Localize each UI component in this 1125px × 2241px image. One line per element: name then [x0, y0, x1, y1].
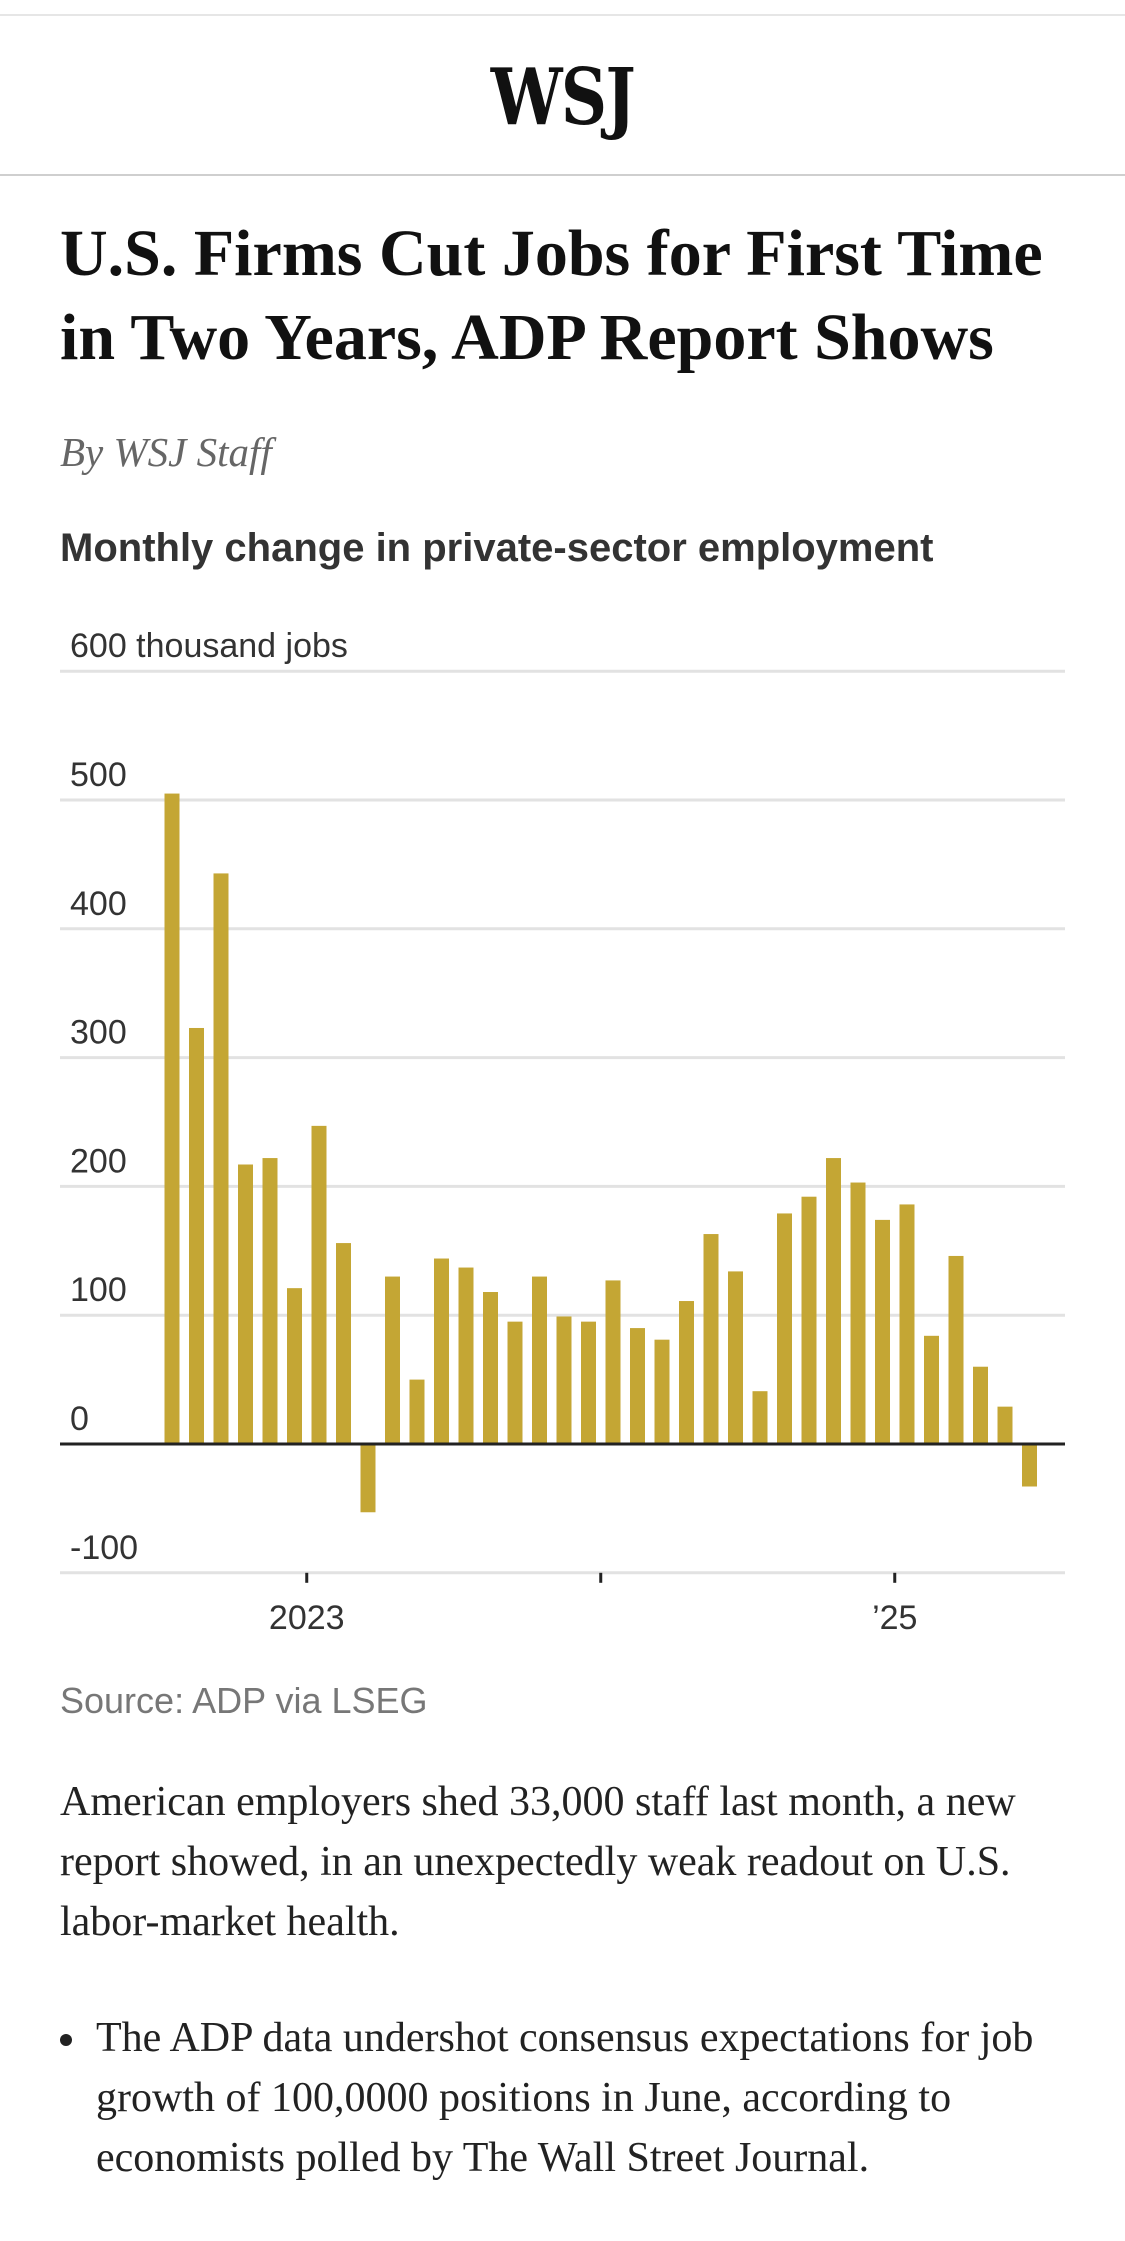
- bar: [997, 1406, 1013, 1444]
- y-tick-label: -100: [70, 1529, 138, 1567]
- x-tick-label: ’25: [872, 1599, 917, 1637]
- top-rule: [0, 14, 1125, 16]
- wsj-logo[interactable]: WSJ: [490, 51, 636, 143]
- bars: [164, 793, 1037, 1513]
- bar: [409, 1379, 425, 1444]
- masthead: WSJ: [0, 16, 1125, 176]
- bar: [630, 1328, 645, 1444]
- bar: [1022, 1444, 1037, 1487]
- bar: [777, 1213, 792, 1444]
- bar: [360, 1444, 376, 1513]
- bar: [899, 1204, 915, 1444]
- bar: [336, 1243, 351, 1444]
- article-paragraph: American employers shed 33,000 staff las…: [60, 1779, 1016, 1945]
- y-tick-label: 200: [70, 1142, 127, 1180]
- y-axis-labels: 600 thousand jobs 500 400 300 200 100 0 -100: [70, 627, 348, 1567]
- bar: [728, 1271, 743, 1444]
- bar-chart: 600 thousand jobs 500 400 300 200 100 0 -100 20…: [60, 627, 1065, 1637]
- bullet-dot: [60, 2034, 72, 2046]
- bar: [532, 1276, 547, 1444]
- bar: [556, 1316, 572, 1444]
- bar: [801, 1196, 817, 1444]
- y-tick-label: 0: [70, 1400, 89, 1438]
- bar: [581, 1321, 596, 1444]
- chart-source: Source: ADP via LSEG: [60, 1680, 428, 1721]
- bar: [654, 1339, 670, 1444]
- bar: [948, 1255, 964, 1444]
- y-tick-label: 100: [70, 1271, 127, 1309]
- bar: [311, 1125, 327, 1444]
- bar: [213, 873, 229, 1444]
- y-tick-label: 600 thousand jobs: [70, 627, 348, 665]
- bar: [458, 1267, 474, 1444]
- bar: [875, 1219, 890, 1444]
- bar: [973, 1366, 988, 1444]
- bar: [850, 1182, 866, 1444]
- bar: [434, 1258, 449, 1444]
- bar: [507, 1321, 523, 1444]
- bar: [164, 793, 180, 1444]
- bar: [385, 1276, 400, 1444]
- y-tick-label: 400: [70, 885, 127, 923]
- chart-title: Monthly change in private-sector employm…: [60, 526, 934, 570]
- gridlines: [60, 669, 1065, 1575]
- bar: [752, 1391, 768, 1444]
- y-tick-label: 500: [70, 756, 127, 794]
- bar: [703, 1234, 719, 1444]
- bar: [605, 1280, 621, 1444]
- bullet-list: The ADP data undershot consensus expecta…: [60, 2008, 1070, 2188]
- article-headline: U.S. Firms Cut Jobs for First Time in Tw…: [60, 217, 1043, 374]
- bar: [679, 1301, 694, 1444]
- bar: [287, 1288, 302, 1444]
- bullet-text: The ADP data undershot consensus expecta…: [96, 2015, 1034, 2181]
- bar: [189, 1027, 204, 1444]
- bullet-item: The ADP data undershot consensus expecta…: [60, 2008, 1070, 2188]
- bar: [262, 1158, 278, 1444]
- bar: [483, 1292, 498, 1444]
- x-axis: 2023 ’25: [60, 1442, 1065, 1637]
- y-tick-label: 300: [70, 1014, 127, 1052]
- bar: [924, 1335, 939, 1444]
- article-byline: By WSJ Staff: [60, 429, 272, 475]
- x-tick-label: 2023: [269, 1599, 345, 1637]
- bar: [826, 1158, 841, 1444]
- bar: [238, 1164, 253, 1444]
